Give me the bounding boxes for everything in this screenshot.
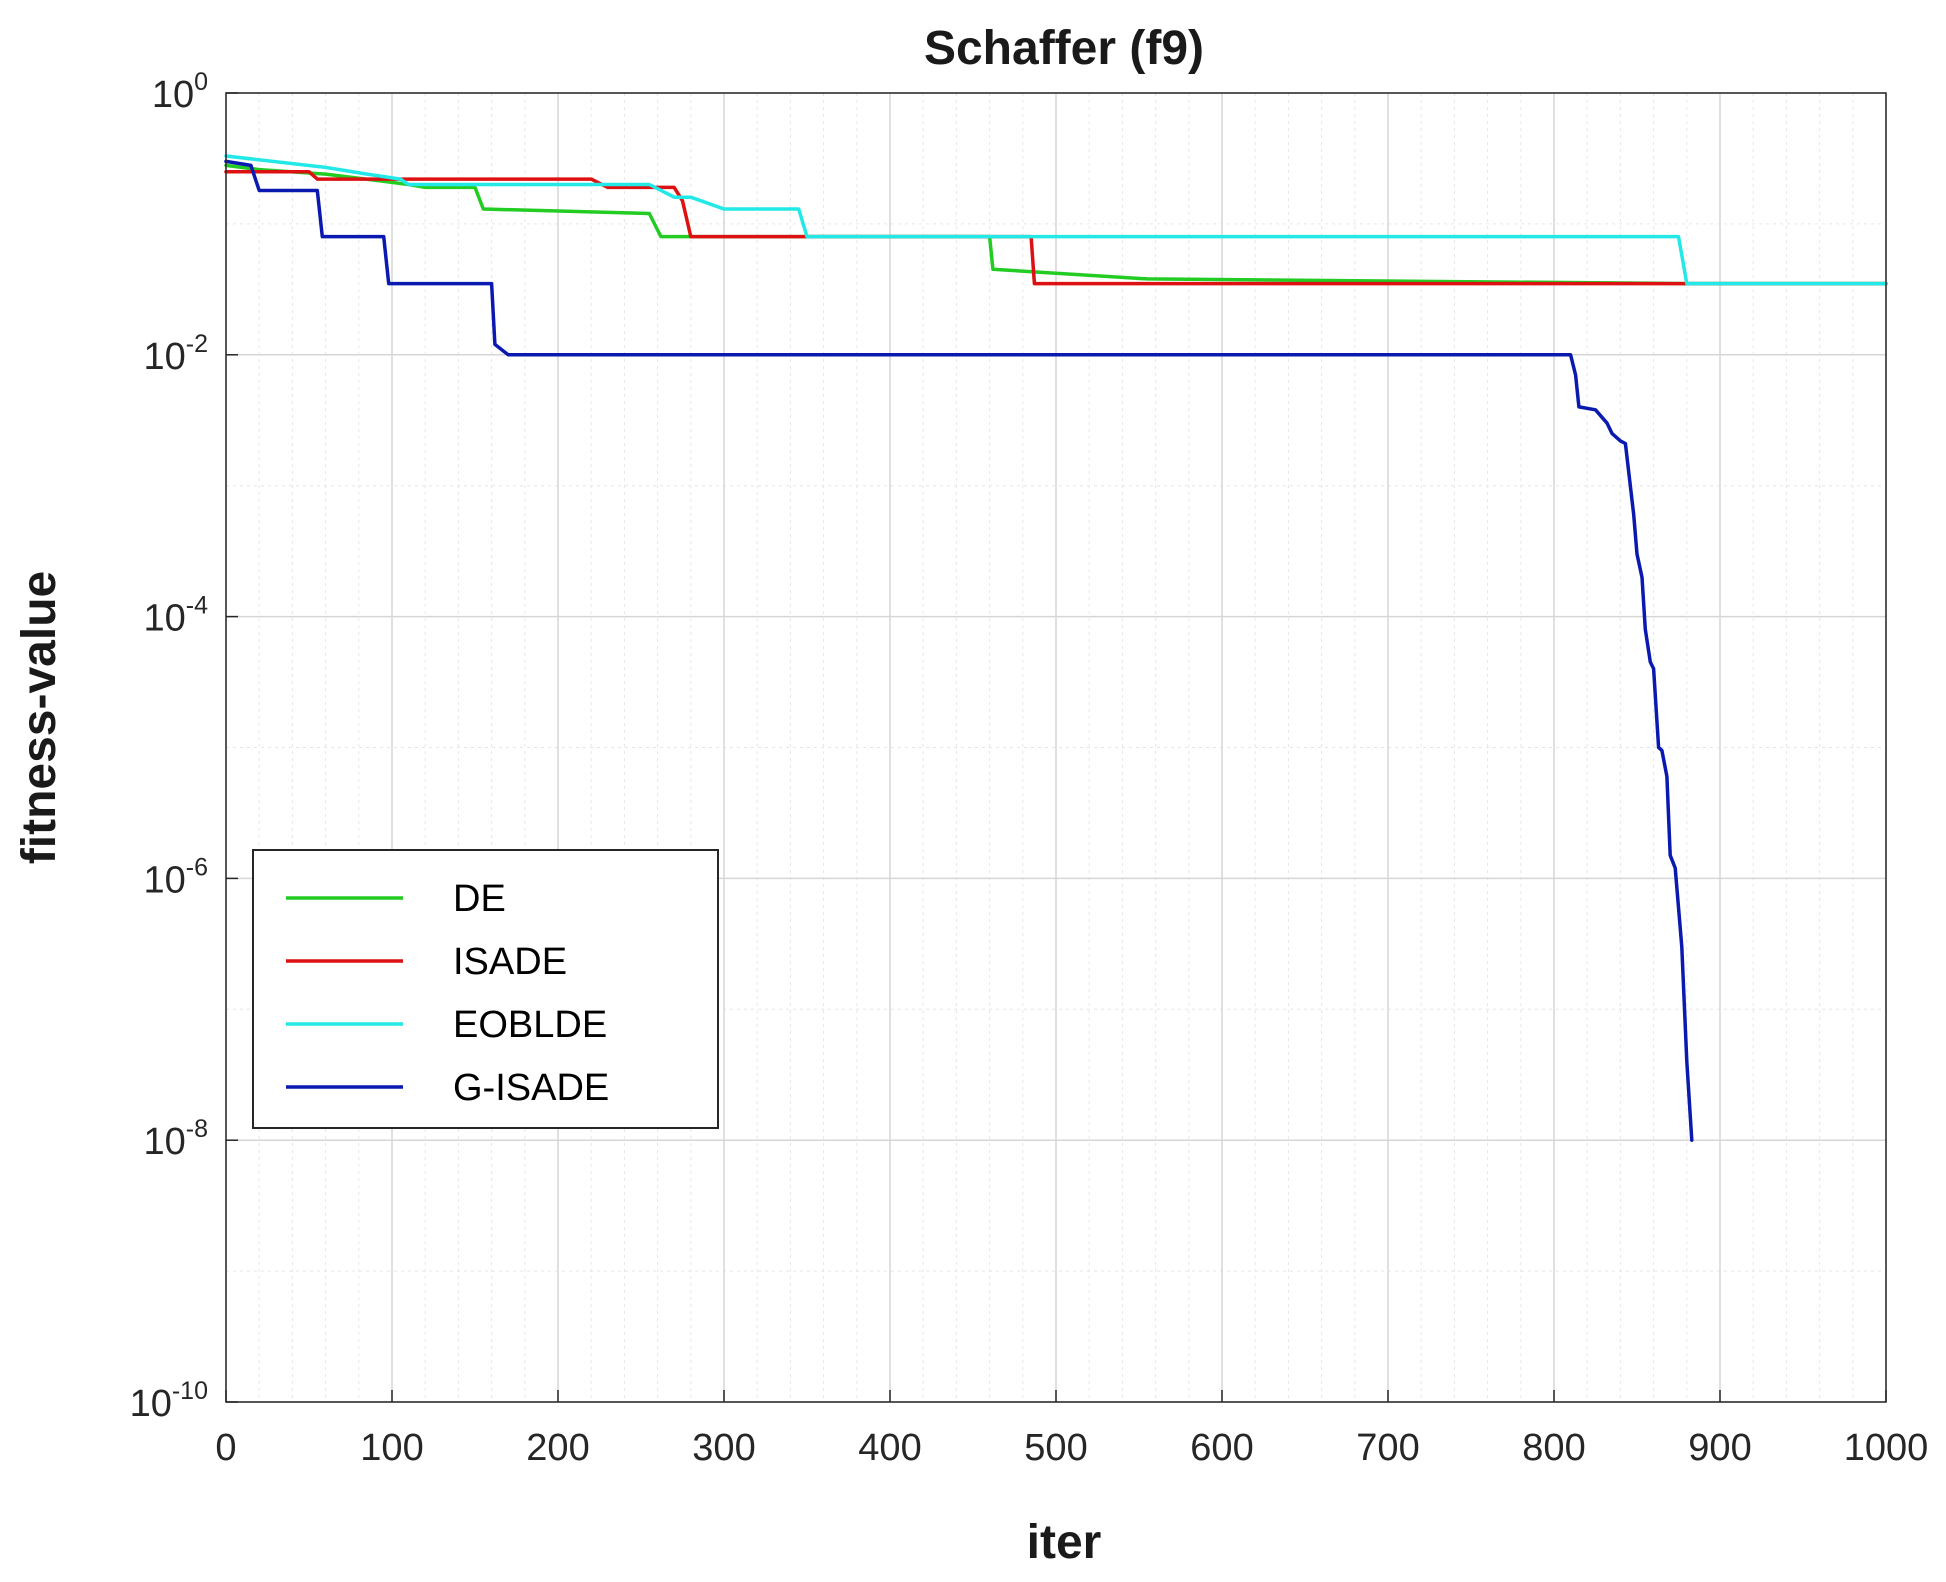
x-tick-label: 1000 xyxy=(1844,1427,1929,1469)
y-tick-label: 10-8 xyxy=(143,1115,208,1163)
series-line-eoblde xyxy=(224,154,1888,286)
y-tick-label: 100 xyxy=(152,68,208,116)
x-tick-label: 400 xyxy=(858,1427,921,1469)
x-tick-label: 800 xyxy=(1522,1427,1585,1469)
legend-label-isade: ISADE xyxy=(453,941,567,983)
x-tick-label: 200 xyxy=(526,1427,589,1469)
x-axis: 0 100 200 300 400 500 600 700 800 900 1000 xyxy=(215,1390,1928,1469)
y-tick-label: 10-4 xyxy=(143,592,208,640)
x-tick-label: 700 xyxy=(1356,1427,1419,1469)
x-tick-label: 300 xyxy=(692,1427,755,1469)
x-tick-label: 500 xyxy=(1024,1427,1087,1469)
series-line-g-isade xyxy=(224,159,1694,1142)
legend-label-g-isade: G-ISADE xyxy=(453,1067,609,1109)
legend-label-eoblde: EOBLDE xyxy=(453,1004,607,1046)
y-axis: 100 10-2 10-4 10-6 10-8 10-10 xyxy=(130,68,238,1425)
x-tick-label: 100 xyxy=(360,1427,423,1469)
x-tick-label: 600 xyxy=(1190,1427,1253,1469)
x-tick-label: 900 xyxy=(1688,1427,1751,1469)
y-tick-label: 10-2 xyxy=(143,330,208,378)
x-axis-label: iter xyxy=(1027,1516,1102,1569)
series-layer xyxy=(224,154,1888,1142)
y-tick-label: 10-10 xyxy=(130,1377,208,1425)
plot-area xyxy=(224,92,1888,1403)
legend-label-de: DE xyxy=(453,878,506,920)
x-tick-label: 0 xyxy=(215,1427,236,1469)
legend: DE ISADE EOBLDE G-ISADE xyxy=(252,849,719,1129)
y-axis-label: fitness-value xyxy=(13,571,66,864)
y-tick-label: 10-6 xyxy=(143,853,208,901)
chart-title: Schaffer (f9) xyxy=(924,22,1204,75)
